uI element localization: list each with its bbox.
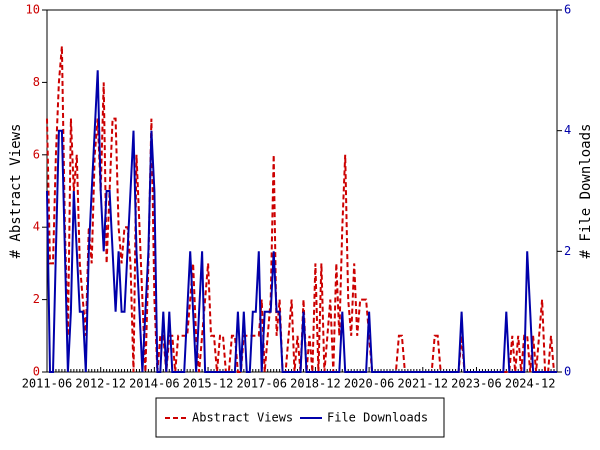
x-tick-label: 2017-06 xyxy=(236,377,287,391)
y-tick-label: 8 xyxy=(33,75,40,89)
y-axis-title: # Abstract Views xyxy=(8,124,24,259)
y-tick-label: 4 xyxy=(33,220,40,234)
x-tick-label: 2024-12 xyxy=(505,377,556,391)
legend-box xyxy=(155,397,445,438)
x-tick-label: 2018-12 xyxy=(290,377,341,391)
x-tick-label: 2023-06 xyxy=(451,377,502,391)
y2-tick-label: 6 xyxy=(564,3,571,17)
y-tick-label: 0 xyxy=(33,365,40,379)
y2-axis-title: # File Downloads xyxy=(578,124,594,259)
data-line xyxy=(46,70,557,373)
x-tick-label: 2012-12 xyxy=(75,377,126,391)
x-tick-label: 2021-12 xyxy=(398,377,449,391)
y2-tick-label: 0 xyxy=(564,365,571,379)
y-tick-label: 6 xyxy=(33,147,40,161)
x-tick-label: 2020-06 xyxy=(344,377,395,391)
x-tick-label: 2014-06 xyxy=(129,377,180,391)
y2-tick-label: 4 xyxy=(564,123,571,137)
legend-label: Abstract Views xyxy=(192,411,293,425)
legend-label: File Downloads xyxy=(327,411,428,425)
y-tick-label: 10 xyxy=(26,3,40,17)
y-tick-label: 2 xyxy=(33,292,40,306)
x-tick-label: 2015-12 xyxy=(183,377,234,391)
x-tick-label: 2011-06 xyxy=(22,377,73,391)
y2-tick-label: 2 xyxy=(564,244,571,258)
